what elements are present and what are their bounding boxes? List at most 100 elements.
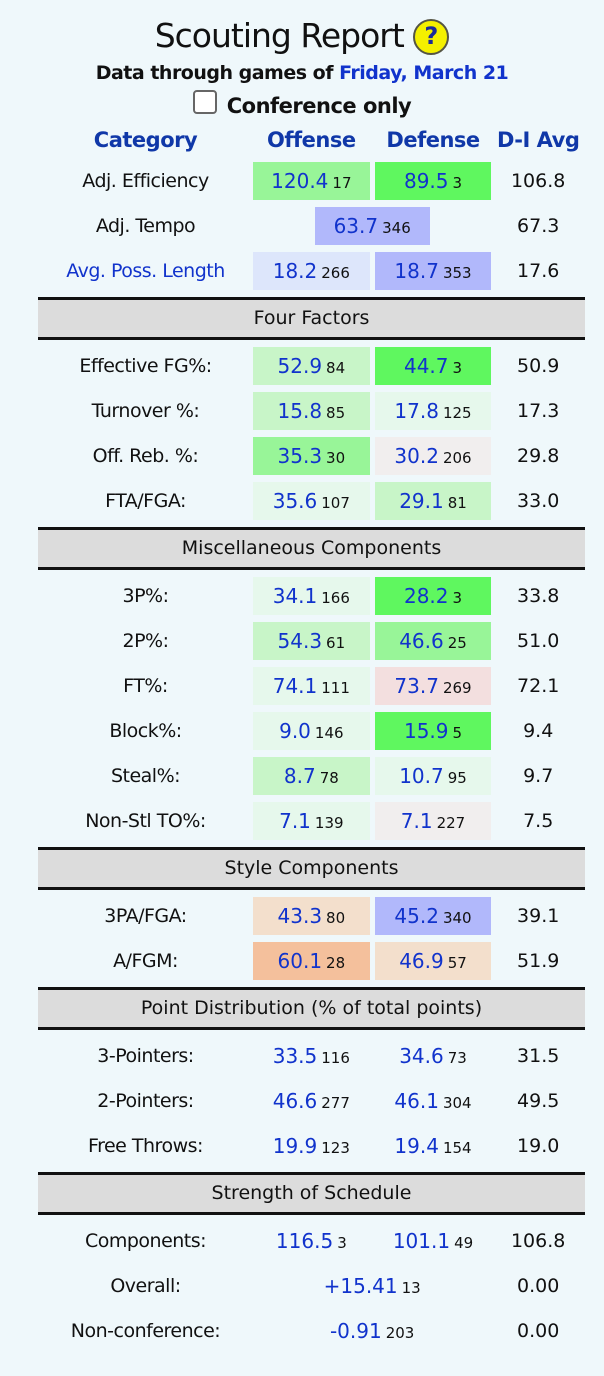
combined-cell-rank: 346 [382,219,411,237]
defense-cell: 45.2 340 [374,897,492,935]
offense-cell-value: 116.5 [275,1229,334,1253]
report-header: Scouting Report ? Data through games of … [0,14,604,118]
offense-cell: 120.4 17 [252,162,370,200]
section-header: Four Factors [38,297,585,340]
offense-cell-rank: 78 [319,769,339,787]
offense-cell: 8.7 78 [252,757,370,795]
section-header-cell: Style Components [38,847,585,890]
defense-cell: 46.6 25 [374,622,492,660]
column-header-defense[interactable]: Defense [386,128,480,152]
offense-cell-value: 54.3 [277,629,323,653]
defense-cell-value: 29.1 [399,489,444,513]
offense-cell-rank: 28 [326,954,346,972]
d1-avg-cell: 33.0 [517,490,560,512]
offense-cell-rank: 80 [326,909,346,927]
combined-box: 63.7 346 [314,207,430,245]
table-row: Off. Reb. %: 35.3 30 30.2 206 29.8 [43,437,580,475]
offense-cell: 15.8 85 [252,392,370,430]
defense-cell-rank: 340 [442,909,472,927]
offense-cell-value: 52.9 [277,354,323,378]
offense-cell-rank: 146 [314,724,344,742]
page-title: Scouting Report [154,16,405,55]
row-label[interactable]: Avg. Poss. Length [66,260,225,282]
conference-only-checkbox[interactable] [192,90,217,114]
defense-cell: 73.7 269 [374,667,492,705]
d1-avg-cell: 50.9 [517,355,560,377]
offense-cell-value: 60.1 [277,949,323,973]
d1-avg-cell: 49.5 [517,1090,560,1112]
defense-cell: 7.1 227 [374,802,492,840]
conference-only-toggle[interactable]: Conference only [0,90,604,118]
defense-cell-value: 45.2 [394,904,439,928]
table-row: FT%: 74.1 111 73.7 269 72.1 [43,667,580,705]
offense-cell: 60.1 28 [252,942,370,980]
section-header-cell: Miscellaneous Components [38,527,585,570]
defense-cell-rank: 95 [447,769,467,787]
section-title: Four Factors [38,297,585,340]
offense-cell-rank: 123 [321,1139,350,1157]
row-label: Off. Reb. %: [92,445,199,467]
table-row: 3P%: 34.1 166 28.2 3 33.8 [43,577,580,615]
defense-cell: 28.2 3 [374,577,492,615]
table-row: Overall: +15.41 13 0.00 [43,1267,580,1305]
section-title: Miscellaneous Components [38,527,585,570]
d1-avg-cell: 67.3 [517,215,560,237]
offense-cell-rank: 30 [326,449,346,467]
combined-cell-value: -0.91 [329,1319,382,1343]
defense-cell-value: 46.1 [394,1089,439,1113]
offense-cell-value: 9.0 [279,719,311,743]
offense-cell-value: 35.3 [277,444,323,468]
d1-avg-cell: 106.8 [510,1230,566,1252]
defense-cell: 34.6 73 [375,1037,492,1075]
table-row: 3-Pointers: 33.5 116 34.6 73 31.5 [43,1037,580,1075]
defense-cell-value: 10.7 [399,764,444,788]
offense-cell-value: 8.7 [283,764,316,788]
d1-avg-cell: 72.1 [517,675,560,697]
table-row: Block%: 9.0 146 15.9 5 9.4 [43,712,580,750]
row-label: Non-Stl TO%: [85,810,206,832]
offense-cell-rank: 139 [314,814,344,832]
offense-cell: 19.9 123 [253,1127,370,1165]
defense-cell: 17.8 125 [374,392,492,430]
d1-avg-cell: 7.5 [523,810,554,832]
row-label: 3P%: [122,585,169,607]
combined-cell-value: +15.41 [323,1274,398,1298]
section-header-cell: Strength of Schedule [38,1172,585,1215]
section-header-cell: Point Distribution (% of total points) [38,987,585,1030]
help-icon[interactable]: ? [413,19,450,55]
offense-cell-rank: 85 [326,404,346,422]
data-date: Friday, March 21 [339,62,509,84]
defense-cell-value: 18.7 [394,259,439,283]
row-label: Free Throws: [88,1135,203,1157]
defense-cell: 18.7 353 [374,252,492,290]
section-header-cell: Four Factors [38,297,585,340]
offense-cell-value: 19.9 [272,1134,318,1158]
offense-cell-value: 46.6 [272,1089,318,1113]
d1-avg-cell: 9.7 [523,765,554,787]
combined-cell-rank: 203 [385,1324,415,1342]
d1-avg-cell: 51.0 [517,630,560,652]
defense-cell-rank: 3 [452,589,463,607]
defense-cell: 46.1 304 [375,1082,492,1120]
table-row: Adj. Tempo 63.7 346 67.3 [43,207,580,245]
column-header-avg[interactable]: D-I Avg [496,128,580,152]
offense-cell-value: 34.1 [272,584,318,608]
row-label: Components: [84,1230,207,1252]
offense-cell-rank: 61 [326,634,346,652]
offense-cell-rank: 84 [326,359,346,377]
offense-cell: 7.1 139 [252,802,370,840]
offense-cell-value: 15.8 [277,399,323,423]
section-header: Point Distribution (% of total points) [38,987,585,1030]
defense-cell-value: 44.7 [403,354,449,378]
defense-cell-rank: 125 [442,404,472,422]
defense-cell-value: 46.6 [399,629,444,653]
offense-cell: 34.1 166 [252,577,370,615]
table-row: Adj. Efficiency 120.4 17 89.5 3 106.8 [43,162,580,200]
offense-cell: 46.6 277 [253,1082,370,1120]
defense-cell: 29.1 81 [374,482,492,520]
table-row: Components: 116.5 3 101.1 49 106.8 [43,1222,580,1260]
column-header-category[interactable]: Category [93,128,198,152]
combined-cell-rank: 13 [401,1279,421,1297]
defense-cell-rank: 227 [436,814,466,832]
column-header-offense[interactable]: Offense [267,128,356,152]
